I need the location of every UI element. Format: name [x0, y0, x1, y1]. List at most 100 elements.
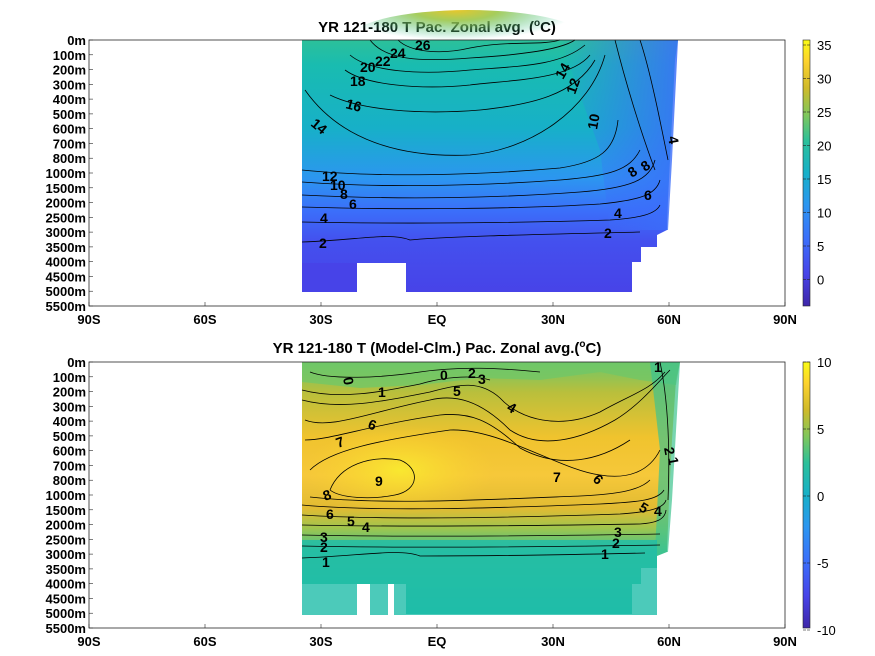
chart-1-clabel: 10	[584, 112, 602, 130]
chart-2-y-tick-label: 0m	[67, 355, 86, 370]
chart-1-y-tick-label: 300m	[53, 77, 86, 92]
chart-1-y-tick-label: 200m	[53, 63, 86, 78]
chart-2-colorbar-tick-label: -5	[817, 556, 829, 571]
chart-1-clabel: 2	[604, 225, 612, 241]
chart-1-x-tick-label: EQ	[428, 312, 447, 327]
chart-2-y-tick-label: 300m	[53, 399, 86, 414]
chart-1-clabel: 4	[614, 205, 622, 221]
chart-2-clabel: 1	[665, 456, 682, 467]
chart-1-x-tick-label: 30S	[309, 312, 332, 327]
chart-2-y-tick-label: 1000m	[46, 488, 86, 503]
chart-2-colorbar-tick-label: 0	[817, 489, 824, 504]
chart-2-y-tick-label: 2500m	[46, 532, 86, 547]
chart-2-clabel: 2	[468, 365, 476, 381]
chart-1-colorbar-bar	[802, 39, 811, 307]
chart-2-y-tick-label: 2000m	[46, 518, 86, 533]
chart-1-clabel: 20	[360, 59, 376, 75]
chart-2-clabel: 2	[612, 535, 620, 551]
chart-1-clabel: 16	[344, 95, 363, 115]
chart-2-title-degree: o	[579, 339, 585, 350]
chart-1-colorbar-tick-label: 5	[817, 239, 824, 254]
chart-1-x-tick-label: 90S	[77, 312, 100, 327]
chart-2-clabel: 0	[440, 367, 448, 383]
chart-2-colorbar-bar	[802, 361, 811, 629]
chart-1-colorbar-tick-label: 20	[817, 139, 831, 154]
chart-2-y-tick-label: 4000m	[46, 577, 86, 592]
chart-1-clabel: 6	[349, 196, 357, 212]
chart-2-north-strip	[650, 362, 680, 552]
chart-2-x-tick-label: 90S	[77, 634, 100, 649]
chart-2-clabel: 9	[375, 473, 383, 489]
chart-2-y-tick-label: 3500m	[46, 562, 86, 577]
chart-1-contours	[301, 39, 669, 243]
chart-2-clabel: 1	[322, 554, 330, 570]
chart-1-y-tick-label: 4000m	[46, 255, 86, 270]
chart-2-plot-area: 0 1 0 2 3 5 4 6 7 9 8 6 5 4 7 6 5 4 3 2	[88, 359, 786, 629]
chart-1-gap-2	[388, 263, 394, 293]
chart-1-colorbar-tick-label: 35	[817, 38, 831, 53]
chart-1-y-tick-label: 100m	[53, 48, 86, 63]
chart-2-clabel: 2	[661, 446, 678, 457]
chart-1-clabel: 2	[319, 235, 327, 251]
chart-1-gap-1	[357, 263, 370, 293]
chart-2-clabel: 1	[378, 384, 386, 400]
chart-1-clabel: 10	[330, 177, 346, 193]
chart-2-gap-2	[388, 584, 394, 615]
chart-1-colorbar-tick-label: 25	[817, 105, 831, 120]
chart-2-contours	[301, 361, 671, 559]
chart-2-title: YR 121-180 T (Model-Clm.) Pac. Zonal avg…	[273, 339, 602, 357]
chart-2-colorbar-tick-label: 10	[817, 355, 831, 370]
chart-panel-1: YR 121-180 T Pac. Zonal avg. (oC)	[46, 10, 831, 327]
chart-1-clabel: 4	[665, 135, 682, 146]
chart-2-clabel: 3	[478, 371, 486, 387]
chart-1-north-cool	[560, 40, 678, 230]
chart-2-clabel: 3	[320, 529, 328, 545]
chart-2-y-tick-label: 200m	[53, 385, 86, 400]
chart-1-colorbar-tick-label: 30	[817, 72, 831, 87]
chart-1-x-axis: 90S 60S 30S EQ 30N 60N 90N	[77, 302, 797, 327]
chart-2-clabel: 2	[320, 539, 328, 555]
chart-2-surface-cool	[302, 362, 680, 388]
chart-2-clabel: 1	[654, 359, 662, 375]
chart-2-y-tick-label: 1500m	[46, 503, 86, 518]
chart-1-clabel: 12	[563, 76, 583, 96]
chart-2-y-tick-label: 700m	[53, 458, 86, 473]
chart-1-y-tick-label: 500m	[53, 107, 86, 122]
chart-1-y-tick-label: 5500m	[46, 299, 86, 314]
chart-2-x-tick-label: 90N	[773, 634, 797, 649]
chart-1-x-tick-label: 60S	[193, 312, 216, 327]
chart-1-y-tick-label: 400m	[53, 92, 86, 107]
chart-2-y-tick-label: 400m	[53, 414, 86, 429]
chart-1-x-tick-label: 60N	[657, 312, 681, 327]
chart-2-clabel: 5	[347, 513, 355, 529]
chart-2-x-tick-label: EQ	[428, 634, 447, 649]
chart-1-y-tick-label: 4500m	[46, 269, 86, 284]
chart-1-plot-area: 26 24 22 20 18 16 14 14 12 10 12 10 8 6 …	[88, 10, 786, 307]
chart-1-x-tick-label: 30N	[541, 312, 565, 327]
chart-1-y-tick-label: 3000m	[46, 225, 86, 240]
chart-2-colorbar-ticks: 10 5 0 -5 -10	[803, 355, 836, 638]
chart-1-colorbar: 35 30 25 20 15 10 5 0	[802, 38, 831, 307]
chart-1-colorbar-tick-label: 10	[817, 206, 831, 221]
chart-2-y-tick-label: 100m	[53, 370, 86, 385]
chart-1-field-bottom	[302, 263, 357, 292]
chart-2-y-tick-label: 3000m	[46, 547, 86, 562]
chart-1-x-tick-label: 90N	[773, 312, 797, 327]
chart-2-colorbar: 10 5 0 -5 -10	[802, 355, 836, 638]
chart-1-clabel: 6	[644, 187, 652, 203]
chart-2-clabel: 4	[654, 503, 662, 519]
chart-1-colorbar-tick-label: 0	[817, 273, 824, 288]
chart-2-y-tick-label: 800m	[53, 473, 86, 488]
chart-1-clabel: 24	[390, 45, 406, 61]
chart-2-y-tick-label: 4500m	[46, 591, 86, 606]
chart-2-x-tick-label: 60S	[193, 634, 216, 649]
chart-2-y-tick-label: 5500m	[46, 621, 86, 636]
chart-2-y-axis: 0m100m200m300m400m500m600m700m800m1000m1…	[46, 355, 93, 636]
chart-1-colorbar-ticks: 35 30 25 20 15 10 5 0	[803, 38, 831, 288]
chart-2-clabel: 5	[453, 383, 461, 399]
chart-1-y-tick-label: 0m	[67, 33, 86, 48]
chart-1-clabel: 12	[322, 168, 338, 184]
chart-2-hot-core	[305, 425, 495, 515]
chart-2-title-main: YR 121-180 T (Model-Clm.) Pac. Zonal avg…	[273, 340, 580, 357]
